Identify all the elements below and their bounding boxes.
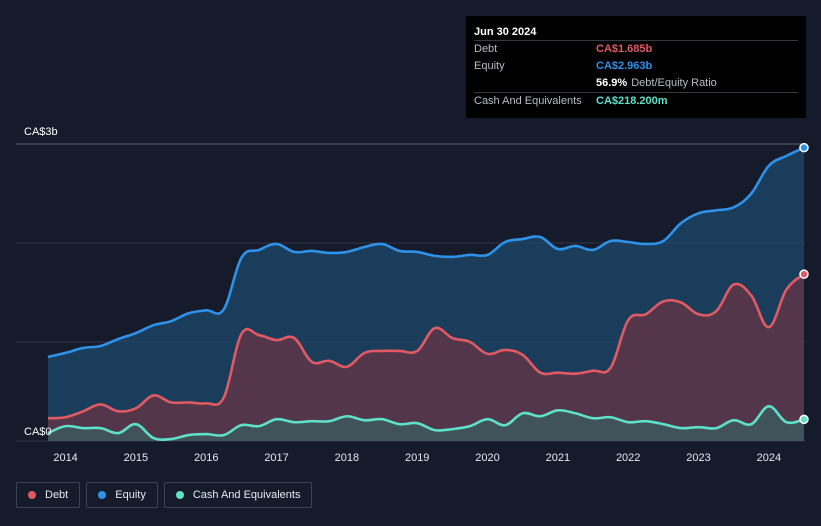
series-endpoints — [799, 142, 809, 425]
tooltip-row-cash: Cash And Equivalents CA$218.200m — [474, 92, 798, 110]
x-tick-label: 2021 — [546, 452, 570, 464]
x-tick-label: 2018 — [335, 452, 359, 464]
x-tick-label: 2015 — [124, 452, 148, 464]
y-axis-bottom-label: CA$0 — [24, 426, 52, 438]
endpoint-equity — [799, 142, 809, 153]
ratio-value: 56.9% — [596, 77, 628, 89]
x-tick-label: 2022 — [616, 452, 640, 464]
x-tick-label: 2020 — [475, 452, 499, 464]
x-tick-label: 2023 — [686, 452, 710, 464]
legend: Debt Equity Cash And Equivalents — [16, 482, 313, 508]
legend-dot-icon — [28, 491, 36, 499]
tooltip-row-ratio: 56.9% Debt/Equity Ratio — [474, 75, 798, 92]
series-lines — [47, 146, 805, 442]
tooltip-label: Equity — [474, 60, 505, 72]
tooltip-panel: Jun 30 2024 Debt CA$1.685b Equity CA$2.9… — [466, 16, 806, 118]
tooltip-label — [474, 75, 596, 92]
legend-dot-icon — [175, 491, 184, 499]
line-equity — [47, 146, 805, 359]
tooltip-value: 56.9% Debt/Equity Ratio — [596, 75, 717, 92]
tooltip-value: CA$218.200m — [596, 95, 668, 107]
y-axis-top-label: CA$3b — [24, 126, 58, 138]
endpoint-cash-and-equivalents — [799, 414, 809, 425]
line-debt — [47, 273, 805, 420]
legend-item-debt[interactable]: Debt — [16, 482, 81, 508]
legend-dot-icon — [98, 491, 107, 499]
tooltip-row-equity: Equity CA$2.963b — [474, 58, 798, 75]
endpoint-debt — [799, 269, 809, 279]
legend-item-equity[interactable]: Equity — [86, 482, 158, 508]
ratio-label: Debt/Equity Ratio — [631, 77, 717, 89]
x-tick-label: 2024 — [757, 452, 781, 464]
tooltip-label: Cash And Equivalents — [474, 95, 582, 107]
x-tick-label: 2017 — [264, 452, 288, 464]
x-tick-label: 2014 — [53, 452, 77, 464]
x-axis-ticks: 2014 2015 2016 2017 2018 2019 2020 2021 2022 2023… — [53, 452, 781, 464]
x-tick-label: 2016 — [194, 452, 218, 464]
legend-label: Equity — [115, 489, 146, 501]
line-cash-and-equivalents — [47, 405, 805, 442]
area-debt — [48, 274, 804, 441]
tooltip-value: CA$1.685b — [596, 43, 653, 55]
legend-item-cash[interactable]: Cash And Equivalents — [163, 482, 313, 508]
legend-label: Debt — [45, 489, 69, 501]
tooltip-date: Jun 30 2024 — [474, 26, 537, 38]
legend-label: Cash And Equivalents — [192, 489, 301, 501]
tooltip-value: CA$2.963b — [596, 60, 653, 72]
x-tick-label: 2019 — [405, 452, 429, 464]
area-cash-and-equivalents — [48, 406, 804, 441]
tooltip-row-debt: Debt CA$1.685b — [474, 40, 798, 58]
series-areas — [48, 147, 804, 441]
tooltip-label: Debt — [474, 43, 498, 55]
